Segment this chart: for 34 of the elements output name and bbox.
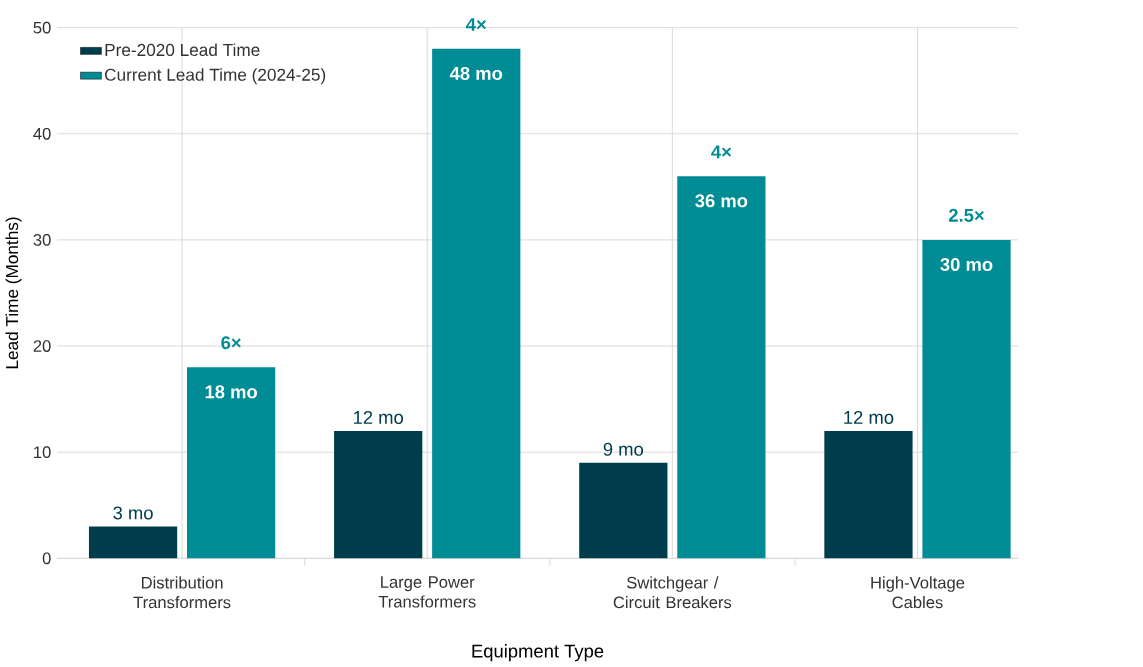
y-tick-label: 40 — [33, 128, 51, 140]
bar — [922, 240, 1011, 559]
y-tick-label: 30 — [33, 234, 51, 246]
bar — [579, 462, 668, 559]
legend-label: Current Lead Time (2024-25) — [105, 68, 326, 85]
y-axis-title: Lead Time (Months) — [5, 217, 22, 369]
bar — [186, 367, 276, 559]
bar — [824, 431, 913, 559]
data-label: 12 mo — [844, 411, 894, 425]
annotation: 4× — [711, 145, 732, 159]
data-label: 12 mo — [354, 411, 404, 425]
legend-label: Pre-2020 Lead Time — [105, 43, 260, 57]
annotation: 2.5× — [948, 208, 984, 222]
data-label: 9 mo — [603, 442, 644, 456]
x-tick-label: Switchgear / Circuit Breakers — [613, 576, 732, 609]
y-tick-label: 20 — [33, 340, 51, 353]
data-label: 36 mo — [695, 194, 748, 208]
bar — [334, 431, 423, 559]
x-tick-label: Distribution Transformers — [133, 576, 231, 609]
data-label: 48 mo — [449, 67, 503, 81]
y-tick-label: 50 — [33, 21, 51, 34]
data-label: 30 mo — [940, 258, 993, 272]
bar — [88, 526, 178, 559]
bar — [677, 176, 766, 559]
x-axis-title: Equipment Type — [472, 644, 604, 662]
annotation: 4× — [466, 18, 486, 31]
bar — [432, 48, 521, 559]
y-tick-label: 0 — [42, 552, 51, 565]
data-label: 18 mo — [205, 385, 257, 399]
x-tick-label: Large Power Transformers — [378, 576, 476, 608]
y-tick-label: 10 — [34, 446, 51, 459]
annotation: 6× — [221, 336, 241, 350]
x-tick-label: High-Voltage Cables — [871, 576, 965, 609]
data-label: 3 mo — [113, 506, 153, 520]
